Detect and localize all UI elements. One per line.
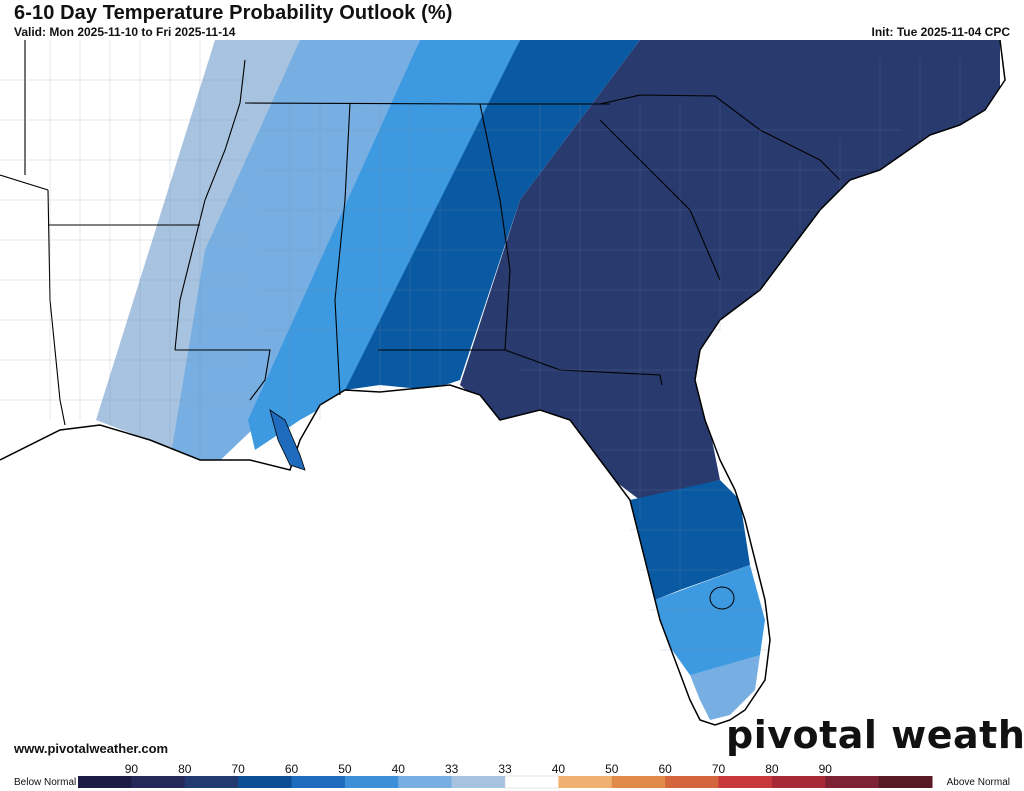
band-60 bbox=[345, 40, 640, 390]
mississippi-delta bbox=[269, 409, 306, 471]
valid-period: Valid: Mon 2025-11-10 to Fri 2025-11-14 bbox=[14, 25, 236, 39]
map-title: 6-10 Day Temperature Probability Outlook… bbox=[14, 2, 453, 24]
legend-swatch bbox=[665, 776, 720, 788]
legend-swatch bbox=[238, 776, 293, 788]
legend-swatch bbox=[771, 776, 826, 788]
band-80 bbox=[460, 40, 1000, 500]
legend-tick-label: 70 bbox=[711, 762, 726, 776]
outlook-map bbox=[0, 40, 1024, 760]
legend-swatch bbox=[878, 776, 933, 788]
legend-swatch bbox=[558, 776, 613, 788]
legend-tick-label: 50 bbox=[338, 762, 352, 776]
brand-logo: pivotal weather bbox=[726, 713, 1024, 757]
legend-swatch bbox=[184, 776, 239, 788]
county-lines bbox=[0, 40, 961, 651]
legend-tick-label: 60 bbox=[658, 762, 672, 776]
atlantic-water bbox=[695, 40, 1024, 760]
legend-tick-label: 90 bbox=[818, 762, 832, 776]
legend-tick-label: 33 bbox=[444, 762, 459, 776]
gulf-water bbox=[0, 385, 715, 760]
lake-okeechobee bbox=[709, 586, 735, 610]
legend-swatch bbox=[398, 776, 453, 788]
legend-tick-label: 33 bbox=[498, 762, 512, 776]
legend-tick-label: 40 bbox=[551, 762, 566, 776]
legend-tick-label: 70 bbox=[231, 762, 245, 776]
legend-tick-label: 40 bbox=[391, 762, 405, 776]
legend-swatch bbox=[504, 775, 560, 789]
legend-swatch bbox=[611, 776, 666, 788]
legend-swatch bbox=[78, 776, 132, 788]
legend-swatch bbox=[825, 776, 880, 788]
band-40 bbox=[170, 40, 420, 470]
legend-swatch bbox=[131, 776, 186, 788]
legend-tick-label: 80 bbox=[178, 762, 192, 776]
legend-tick-label: 80 bbox=[765, 762, 779, 776]
legend-below-normal: Below Normal bbox=[14, 777, 77, 788]
website-url: www.pivotalweather.com bbox=[14, 741, 169, 756]
band-50 bbox=[248, 40, 520, 450]
band-33 bbox=[96, 40, 300, 460]
legend-swatch bbox=[291, 776, 346, 788]
legend-swatch bbox=[451, 776, 506, 788]
legend-swatch bbox=[344, 776, 399, 788]
init-time: Init: Tue 2025-11-04 CPC bbox=[871, 25, 1011, 39]
legend-tick-label: 60 bbox=[284, 762, 299, 776]
legend-tick-label: 90 bbox=[124, 762, 139, 776]
legend-swatch bbox=[718, 776, 773, 788]
legend-tick-label: 50 bbox=[605, 762, 619, 776]
legend-colorbar bbox=[78, 775, 933, 789]
legend-above-normal: Above Normal bbox=[946, 777, 1010, 788]
band-fl-33 bbox=[690, 655, 760, 720]
probability-bands bbox=[96, 40, 1000, 720]
band-fl-40 bbox=[655, 565, 765, 675]
